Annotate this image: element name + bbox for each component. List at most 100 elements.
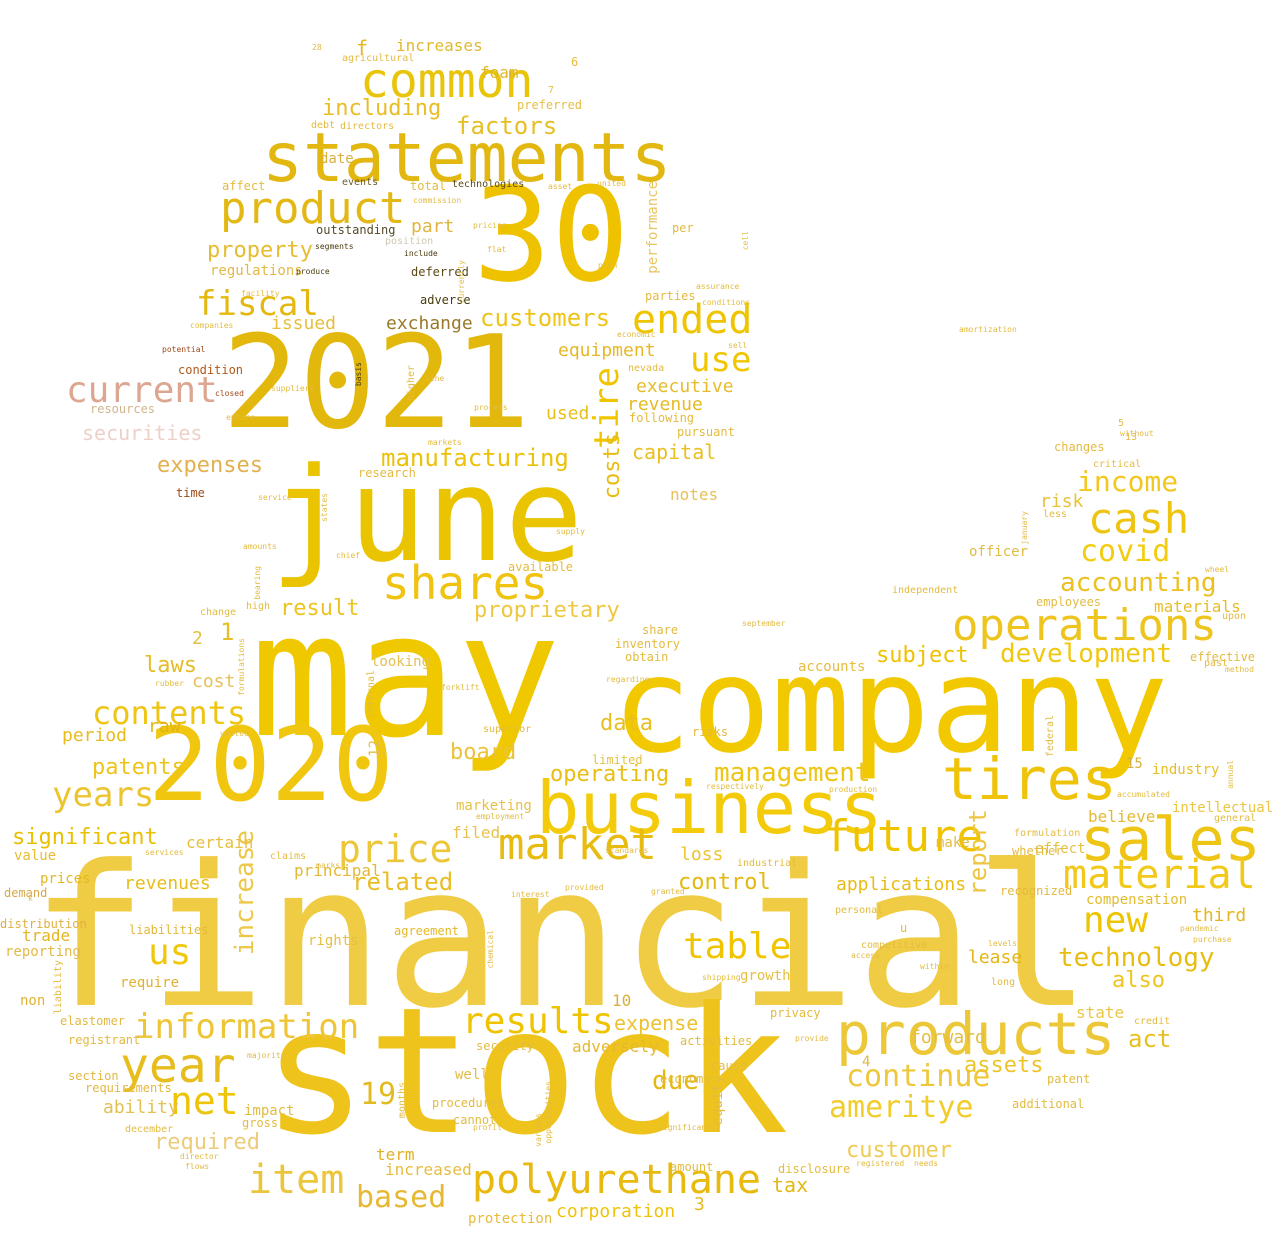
cloud-word: shipping (702, 973, 741, 982)
cloud-word: result (280, 596, 360, 621)
cloud-word: based (356, 1180, 447, 1215)
cloud-word: provide (795, 1034, 829, 1043)
cloud-word: service (258, 493, 292, 502)
cloud-word: january (1020, 511, 1029, 545)
cloud-word: non (20, 993, 46, 1009)
cloud-word: method (1225, 665, 1254, 674)
cloud-word: industrial (737, 858, 798, 869)
cloud-word: additional (1012, 1097, 1085, 1111)
cloud-word: liabilities (129, 923, 209, 937)
cloud-word: cash (1088, 494, 1190, 543)
cloud-word: competitive (861, 940, 928, 951)
cloud-word: act (1128, 1025, 1172, 1053)
cloud-word: industry (1152, 762, 1220, 778)
cloud-word: increased (385, 1160, 472, 1179)
cloud-word: raw (148, 716, 181, 737)
cloud-word: 1 (220, 618, 235, 646)
cloud-word: future (824, 811, 983, 862)
cloud-word: regarding (606, 675, 650, 684)
cloud-word: expense (614, 1011, 699, 1035)
cloud-word: adversely (572, 1037, 659, 1056)
cloud-word: product (220, 183, 406, 234)
cloud-word: resources (90, 402, 156, 416)
cloud-word: protection (468, 1211, 553, 1227)
cloud-word: states (320, 493, 329, 522)
cloud-word: risk (1040, 491, 1084, 512)
cloud-word: process (474, 403, 508, 412)
cloud-word: proprietary (474, 598, 620, 623)
cloud-word: employees (1036, 595, 1102, 609)
cloud-word: commission (413, 196, 462, 205)
cloud-word: 30 (473, 159, 630, 311)
cloud-word: effective (1190, 650, 1256, 664)
cloud-word: due (652, 1066, 699, 1096)
cloud-word: rights (308, 933, 359, 949)
cloud-word: less (1043, 509, 1068, 520)
cloud-word: sell (728, 341, 748, 350)
cloud-word: upon (1222, 611, 1247, 622)
cloud-word: facility (241, 289, 280, 298)
cloud-word: 4 (862, 1054, 871, 1070)
cloud-word: granted (651, 887, 685, 896)
cloud-word: manufacturing (381, 444, 569, 472)
cloud-word: cannot (453, 1113, 497, 1127)
cloud-word: credit (1134, 1016, 1171, 1027)
cloud-word: 19 (360, 1077, 397, 1112)
cloud-word: stock (262, 971, 789, 1174)
cloud-word: date (320, 151, 354, 167)
cloud-word: filed (452, 823, 501, 842)
cloud-word: companies (190, 321, 234, 330)
cloud-word: pursuant (677, 425, 735, 439)
cloud-word: changes (1054, 440, 1105, 454)
cloud-word: elastomer (60, 1014, 126, 1028)
cloud-word: table (683, 926, 792, 967)
cloud-word: loss (680, 844, 724, 865)
cloud-word: claims (270, 851, 307, 862)
cloud-word: personal (835, 905, 884, 916)
cloud-word: materials (1154, 597, 1241, 616)
cloud-word: entire (226, 413, 255, 422)
cloud-word: believe (1088, 807, 1156, 826)
cloud-word: months (397, 1082, 408, 1119)
cloud-word: purchase (1193, 935, 1232, 944)
cloud-word: chief (336, 551, 361, 560)
cloud-word: make (936, 835, 970, 851)
cloud-word: may (250, 575, 561, 776)
cloud-word: us (148, 932, 192, 973)
cloud-word: december (125, 1124, 174, 1135)
cloud-word: costs (600, 433, 625, 500)
cloud-word: whether (1012, 844, 1063, 858)
cloud-word: management (714, 758, 871, 788)
cloud-word: flat (487, 245, 507, 254)
cloud-word: registered (856, 1159, 905, 1168)
cloud-word: control (678, 870, 771, 895)
cloud-word: rubber (155, 679, 184, 688)
cloud-word: standards (605, 846, 649, 855)
cloud-word: customer (846, 1138, 952, 1163)
cloud-word: significant (12, 825, 158, 850)
cloud-word: reporting (5, 944, 81, 960)
cloud-word: distribution (0, 917, 87, 931)
cloud-word: united (597, 179, 626, 188)
cloud-word: compensation (1086, 892, 1188, 908)
cloud-word: outstanding (316, 223, 396, 237)
cloud-word: total (410, 179, 447, 193)
cloud-word: produce (296, 267, 330, 276)
cloud-word: september (742, 619, 786, 628)
cloud-word: amount (670, 1160, 714, 1174)
cloud-word: parties (645, 289, 696, 303)
cloud-word: statements (262, 119, 672, 198)
cloud-word: plan (598, 261, 618, 270)
cloud-word: years (52, 775, 155, 815)
cloud-word: principal (294, 861, 381, 880)
cloud-word: suppliers (271, 384, 315, 393)
cloud-word: agreement (394, 924, 460, 938)
cloud-word: 12 (367, 740, 383, 757)
cloud-word: related (352, 868, 454, 896)
cloud-word: executive (636, 376, 734, 397)
cloud-word: interest (511, 890, 550, 899)
cloud-word: development (1000, 639, 1173, 669)
cloud-word: marks (316, 861, 341, 870)
cloud-word: use (690, 340, 752, 380)
